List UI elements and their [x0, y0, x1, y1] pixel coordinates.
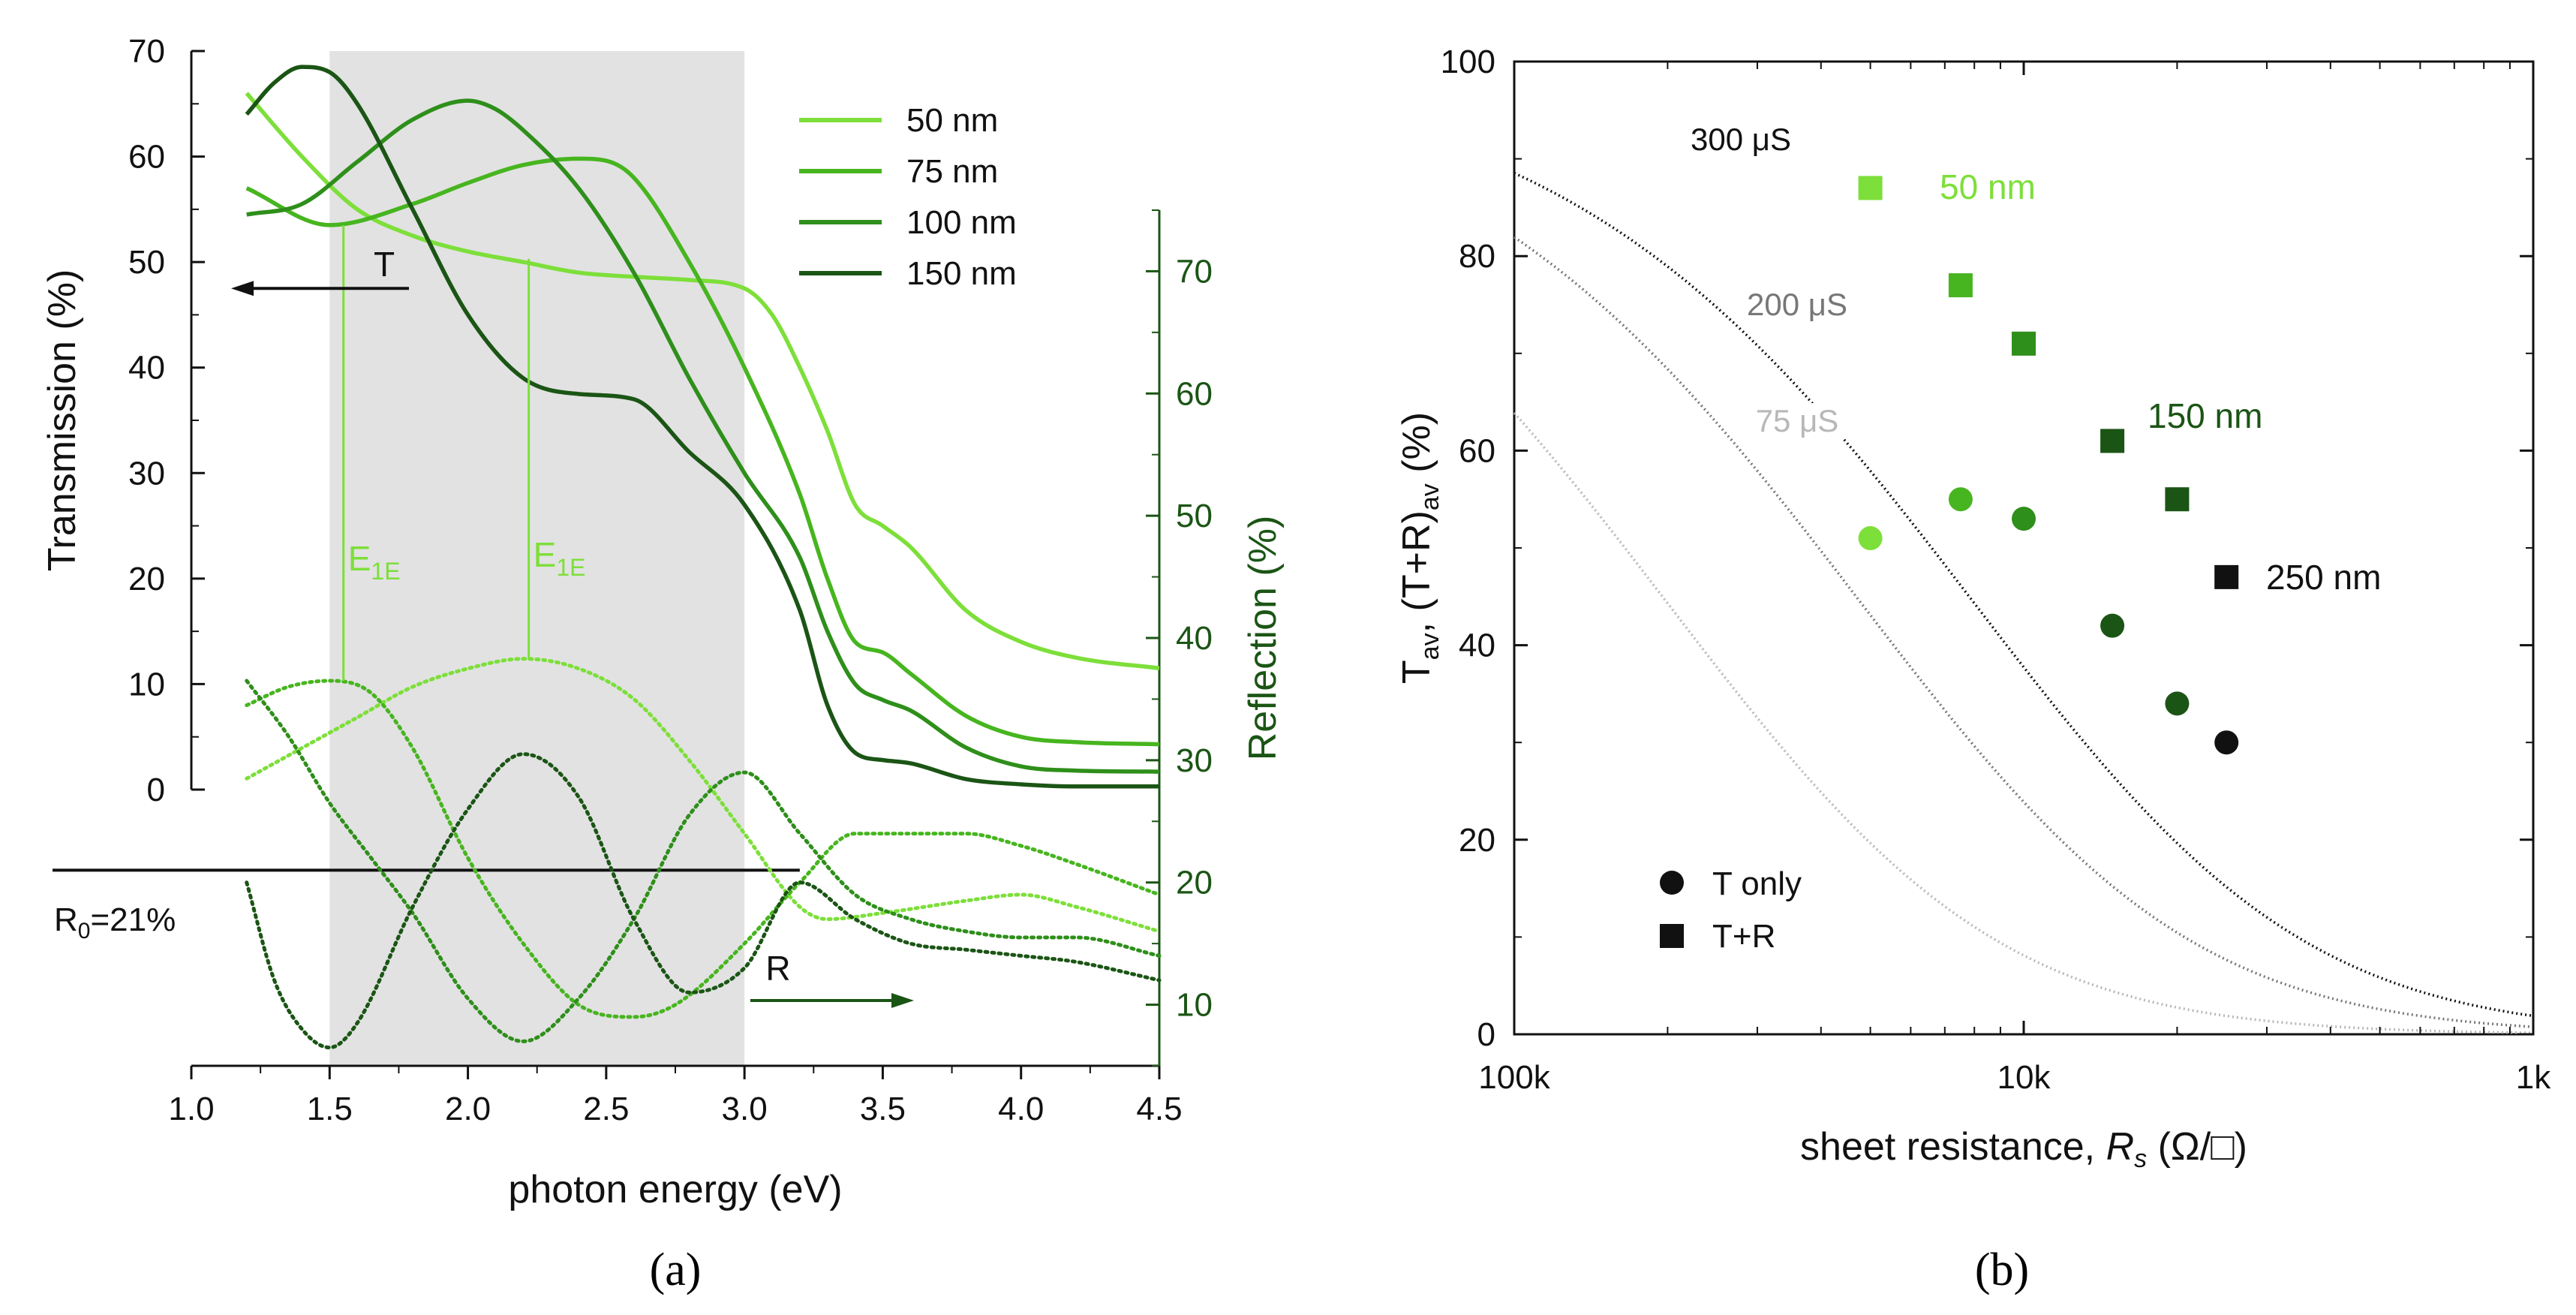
x-tick-label: 1.0 — [168, 1091, 214, 1127]
x-tick-label: 2.5 — [583, 1091, 629, 1127]
fit-curve-75uS — [1513, 411, 2534, 1034]
legend-label: T+R — [1712, 918, 1775, 955]
transmission-curve-50nm — [245, 92, 1160, 671]
x-tick-label: 4.5 — [1136, 1091, 1182, 1127]
left-y-tick-label: 60 — [128, 139, 165, 176]
left-y-tick-label: 30 — [128, 455, 165, 492]
point-t-plus-r — [1858, 176, 1883, 200]
left-y-tick-label: 50 — [128, 244, 165, 281]
left-y-tick-label: 40 — [128, 350, 165, 387]
y-axis-label: Tav, (T+R)av (%) — [1395, 412, 1444, 684]
panel-a: 1.0 1.5 2.0 2.5 3.0 3.5 4.0 4.5 0 10 20 30 40 50 60 70 1… — [41, 33, 1285, 1211]
caption-a: (a) — [650, 1244, 702, 1295]
point-t-only — [2165, 691, 2190, 716]
t-label: T — [374, 245, 395, 284]
point-t-only — [2012, 507, 2036, 531]
film-label-150nm: 150 nm — [2148, 396, 2262, 435]
left-y-tick-label: 0 — [147, 772, 165, 808]
point-t-only — [2100, 613, 2125, 638]
legend-label: T only — [1712, 865, 1802, 902]
x-axis-label: photon energy (eV) — [508, 1168, 842, 1211]
reflection-curve-150nm — [245, 752, 1162, 1050]
caption-b: (b) — [1975, 1244, 2029, 1295]
point-t-plus-r — [2214, 564, 2239, 589]
x-tick-label: 4.0 — [998, 1091, 1044, 1127]
x-tick-label: 10k — [1997, 1059, 2051, 1096]
y-tick-label: 20 — [1459, 822, 1495, 859]
y-tick-label: 60 — [1459, 432, 1495, 469]
r-label: R — [765, 949, 790, 988]
legend-label: 150 nm — [906, 255, 1017, 292]
fit-curve-200uS — [1513, 236, 2534, 1028]
transmission-curve-150nm — [245, 65, 1159, 789]
legend-label: 50 nm — [906, 102, 998, 139]
y-tick-label: 80 — [1459, 238, 1495, 275]
t-arrow-head — [231, 281, 254, 296]
legend-marker-square — [1660, 924, 1684, 948]
fit-label-background — [1737, 403, 1861, 439]
point-t-only — [1948, 487, 1973, 512]
left-y-tick-label: 70 — [128, 33, 165, 70]
fit-curve-label: 200 μS — [1747, 287, 1847, 322]
left-y-tick-label: 20 — [128, 561, 165, 597]
fit-label-background — [1681, 122, 1805, 158]
point-t-plus-r — [2100, 429, 2125, 453]
legend-label: 100 nm — [906, 204, 1017, 241]
point-t-plus-r — [2012, 331, 2036, 356]
fit-label-background — [1737, 287, 1861, 323]
x-tick-label: 100k — [1478, 1059, 1550, 1096]
e1e-label: E1E — [348, 539, 401, 585]
legend-label: 75 nm — [906, 153, 998, 190]
right-y-tick-label: 60 — [1176, 375, 1213, 412]
legend-marker-circle — [1660, 871, 1684, 895]
point-t-only — [1858, 526, 1883, 551]
transmission-curve-100nm — [246, 98, 1160, 774]
point-t-only — [2214, 730, 2239, 755]
point-t-plus-r — [1948, 273, 1973, 298]
y-tick-label: 100 — [1441, 44, 1495, 80]
x-tick-label: 3.5 — [860, 1091, 906, 1127]
right-y-tick-label: 40 — [1176, 620, 1213, 657]
x-tick-label: 2.0 — [445, 1091, 491, 1127]
right-y-tick-label: 30 — [1176, 742, 1213, 779]
film-label-50nm: 50 nm — [1940, 167, 2036, 206]
y-tick-label: 40 — [1459, 627, 1495, 664]
transmission-curve-75nm — [245, 156, 1160, 747]
reflection-curve-75nm — [245, 679, 1162, 1019]
right-y-tick-label: 20 — [1176, 865, 1213, 901]
right-y-tick-label: 50 — [1176, 498, 1213, 534]
film-label-250nm: 250 nm — [2266, 558, 2381, 597]
x-axis-label: sheet resistance, Rs (Ω/□) — [1800, 1125, 2247, 1173]
left-y-axis-label: Transmission (%) — [41, 269, 84, 572]
x-tick-label: 1k — [2516, 1059, 2551, 1096]
reflection-curve-100nm — [245, 679, 1162, 1043]
x-tick-label: 3.0 — [722, 1091, 768, 1127]
e1e-label: E1E — [534, 535, 586, 581]
fit-curve-label: 300 μS — [1691, 122, 1791, 157]
y-tick-label: 0 — [1477, 1016, 1495, 1053]
panel-b: 300 μS 200 μS 75 μS 100k 10k 1k 0 20 40 60 80 100 sh… — [1395, 44, 2551, 1173]
r0-label: R0=21% — [54, 901, 176, 943]
point-t-plus-r — [2165, 487, 2190, 512]
x-tick-label: 1.5 — [307, 1091, 353, 1127]
right-y-tick-label: 10 — [1176, 987, 1213, 1024]
reflection-curve-50nm — [245, 657, 1162, 934]
r-arrow-head — [891, 993, 914, 1008]
right-y-tick-label: 70 — [1176, 253, 1213, 290]
right-y-axis-label: Reflection (%) — [1241, 516, 1285, 761]
fit-curve-label: 75 μS — [1756, 403, 1839, 438]
left-y-tick-label: 10 — [128, 666, 165, 703]
